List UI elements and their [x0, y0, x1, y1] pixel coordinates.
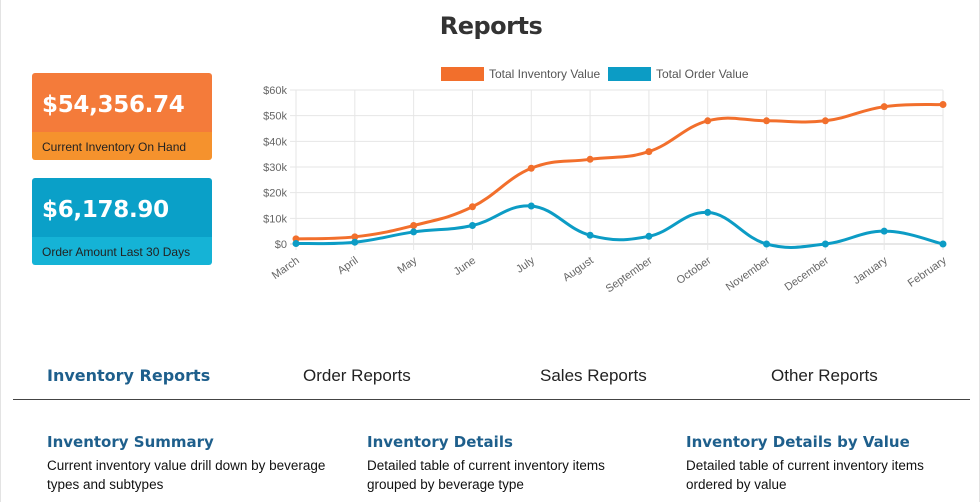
tabs-divider: [13, 399, 970, 400]
y-tick-label: $0: [275, 239, 287, 251]
data-point: [939, 240, 947, 248]
order-amount-value: $6,178.90: [32, 178, 212, 237]
x-tick-label: May: [395, 254, 419, 276]
order-amount-label: Order Amount Last 30 Days: [32, 237, 212, 265]
data-point: [645, 232, 653, 240]
data-point: [880, 103, 888, 111]
x-tick-label: February: [906, 254, 949, 289]
legend-swatch: [608, 67, 651, 81]
data-point: [704, 208, 712, 216]
data-point: [704, 117, 712, 125]
x-tick-label: December: [783, 254, 832, 293]
y-tick-label: $60k: [263, 85, 287, 97]
data-point: [586, 155, 594, 163]
report-description: Detailed table of current inventory item…: [367, 458, 605, 492]
report-description: Current inventory value drill down by be…: [47, 458, 326, 492]
report-title-inventory-summary[interactable]: Inventory Summary: [47, 433, 214, 451]
data-point: [821, 240, 829, 248]
data-point: [586, 231, 594, 239]
tab-other-reports[interactable]: Other Reports: [771, 366, 878, 385]
x-tick-label: September: [604, 254, 655, 295]
x-tick-label: July: [514, 254, 537, 275]
x-tick-label: June: [452, 255, 478, 279]
data-point: [527, 164, 535, 172]
data-point: [410, 222, 418, 230]
x-tick-label: October: [675, 254, 714, 286]
data-point: [468, 222, 476, 230]
tab-inventory-reports[interactable]: Inventory Reports: [47, 366, 211, 385]
tab-order-reports[interactable]: Order Reports: [303, 366, 411, 385]
page-title: Reports: [439, 12, 543, 40]
order-amount-card: $6,178.90 Order Amount Last 30 Days: [32, 178, 212, 265]
x-tick-label: November: [724, 254, 773, 293]
report-inventory-details-by-value: Inventory Details by Value Detailed tabl…: [686, 433, 966, 494]
y-tick-label: $30k: [263, 162, 287, 174]
data-point: [468, 203, 476, 211]
data-point: [939, 100, 947, 108]
data-point: [527, 202, 535, 210]
data-point: [880, 227, 888, 235]
tab-sales-reports[interactable]: Sales Reports: [540, 366, 647, 385]
inventory-value-label: Current Inventory On Hand: [32, 132, 212, 160]
report-inventory-summary: Inventory Summary Current inventory valu…: [47, 433, 327, 494]
inventory-order-line-chart: $0 $10k $20k $30k $40k $50k $60k March April May J…: [263, 67, 949, 295]
data-point: [763, 117, 771, 125]
data-point: [645, 148, 653, 156]
series-line: [295, 204, 944, 249]
x-tick-label: January: [851, 254, 890, 287]
y-tick-label: $50k: [263, 111, 287, 123]
data-point: [821, 117, 829, 125]
x-tick-label: April: [336, 255, 361, 277]
data-point: [351, 233, 359, 241]
x-tick-label: August: [561, 255, 596, 284]
inventory-value: $54,356.74: [32, 73, 212, 132]
legend-label: Total Inventory Value: [489, 67, 601, 81]
x-tick-label: March: [270, 255, 302, 282]
y-tick-label: $20k: [263, 188, 287, 200]
data-point: [763, 240, 771, 248]
y-tick-label: $10k: [263, 213, 287, 225]
legend-label: Total Order Value: [656, 67, 749, 81]
legend-swatch: [441, 67, 484, 81]
report-tabs: Inventory Reports Order Reports Sales Re…: [1, 366, 980, 390]
report-description: Detailed table of current inventory item…: [686, 458, 924, 492]
report-title-inventory-details[interactable]: Inventory Details: [367, 433, 513, 451]
data-point: [410, 228, 418, 236]
y-tick-label: $40k: [263, 136, 287, 148]
report-title-inventory-details-by-value[interactable]: Inventory Details by Value: [686, 433, 910, 451]
report-inventory-details: Inventory Details Detailed table of curr…: [367, 433, 647, 494]
data-point: [351, 238, 359, 246]
data-point: [292, 239, 300, 247]
inventory-value-card: $54,356.74 Current Inventory On Hand: [32, 73, 212, 160]
